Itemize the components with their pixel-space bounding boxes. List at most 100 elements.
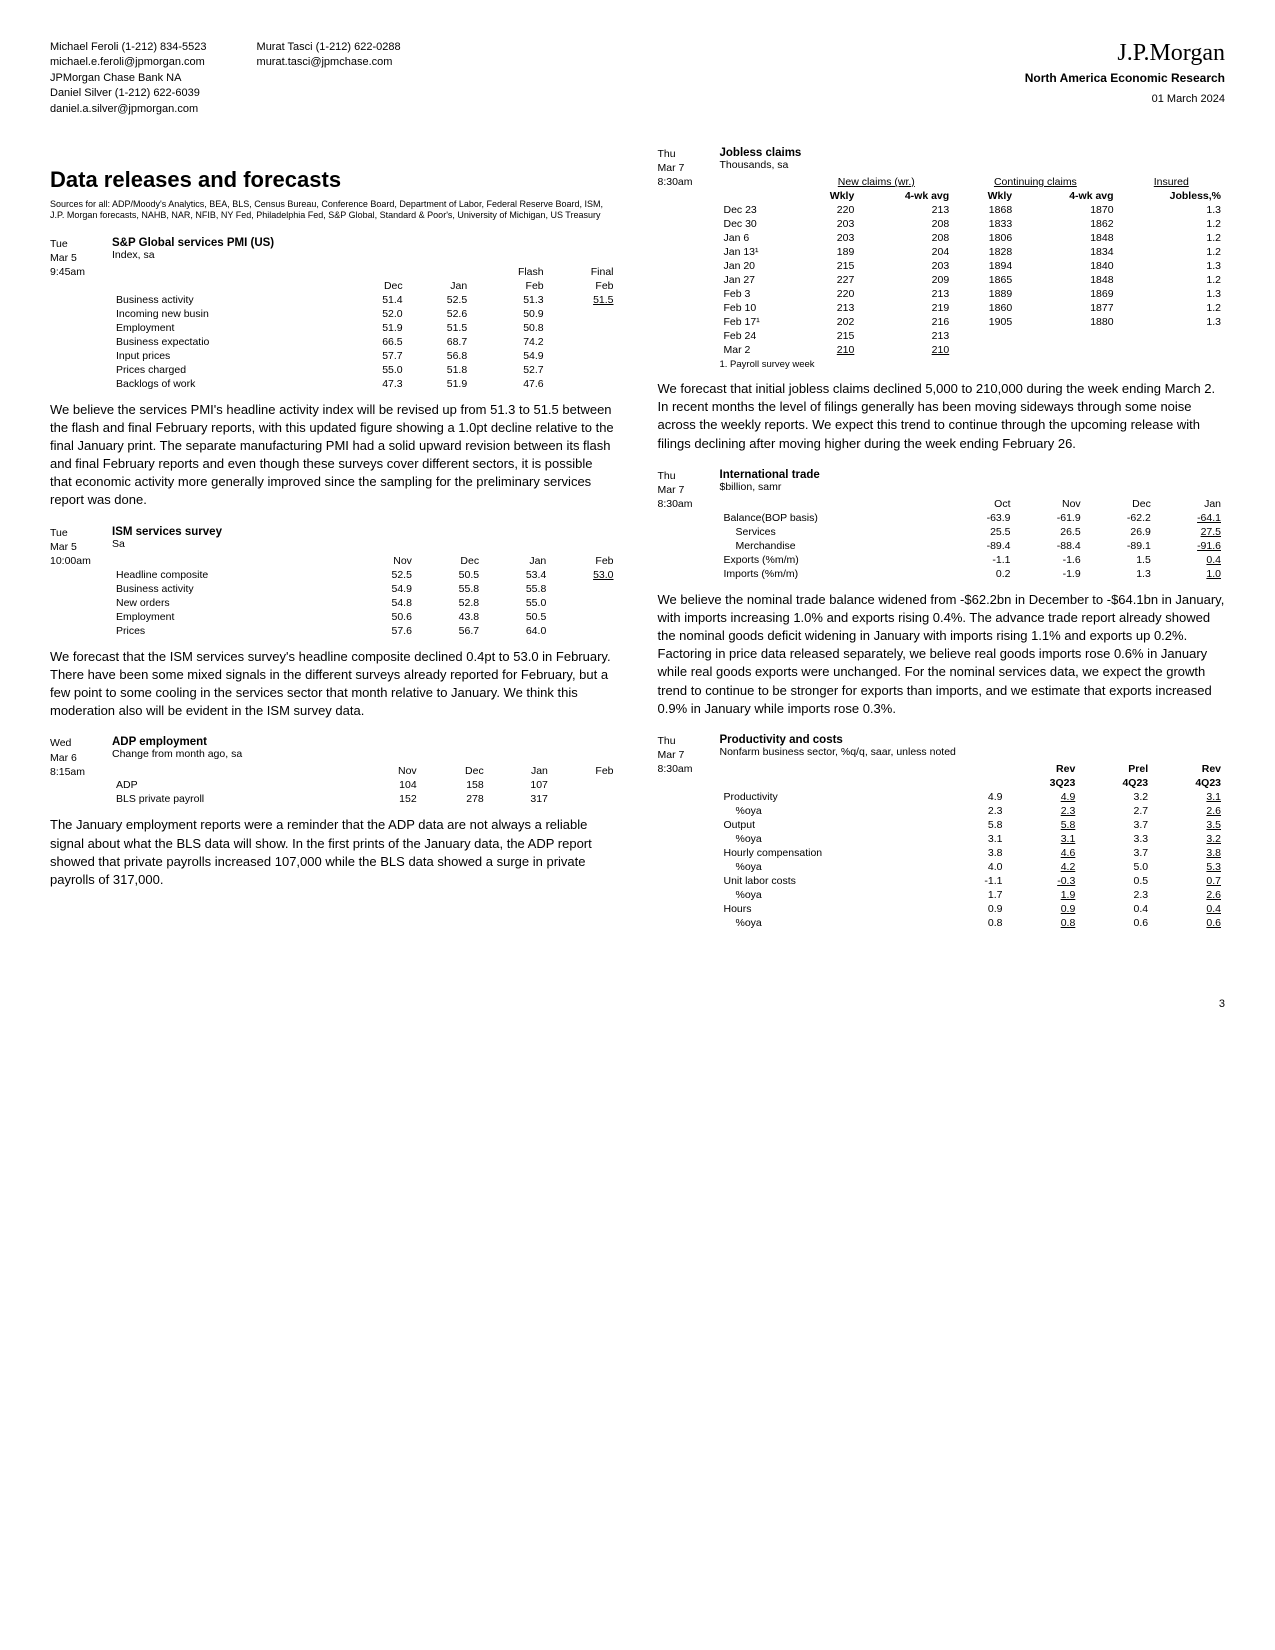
table-cell: 52.0 <box>342 307 407 321</box>
table-cell: Jan 13¹ <box>720 245 800 259</box>
table-cell: 25.5 <box>944 525 1014 539</box>
table-cell <box>548 349 618 363</box>
table-header: Jan <box>488 764 552 778</box>
table-cell: Hourly compensation <box>720 846 951 860</box>
table-cell <box>548 335 618 349</box>
release-day: Thu <box>658 147 706 161</box>
table-cell: 56.8 <box>407 349 472 363</box>
table-cell: 66.5 <box>342 335 407 349</box>
release-body: S&P Global services PMI (US) Index, sa F… <box>112 237 618 391</box>
table-cell: 0.7 <box>1152 874 1225 888</box>
release-body: Jobless claims Thousands, sa New claims … <box>720 147 1226 370</box>
table-cell: Unit labor costs <box>720 874 951 888</box>
table-cell: %oya <box>720 832 951 846</box>
table-row: Jan 20215203189418401.3 <box>720 259 1226 273</box>
table-cell: New orders <box>112 596 349 610</box>
table-cell: Balance(BOP basis) <box>720 511 945 525</box>
table-cell: Prices <box>112 624 349 638</box>
contact-block-1: Michael Feroli (1-212) 834-5523 michael.… <box>50 40 207 117</box>
table-cell: 202 <box>799 315 858 329</box>
release-time: 10:00am <box>50 554 98 568</box>
table-cell: Productivity <box>720 790 951 804</box>
trade-text: We believe the nominal trade balance wid… <box>658 591 1226 718</box>
table-cell: 1905 <box>953 315 1016 329</box>
table-cell: 210 <box>858 343 953 357</box>
ism-text: We forecast that the ISM services survey… <box>50 648 618 721</box>
table-header <box>112 265 342 279</box>
jobless-block: Thu Mar 7 8:30am Jobless claims Thousand… <box>658 147 1226 370</box>
release-meta: Tue Mar 5 10:00am <box>50 526 98 638</box>
table-cell: -1.9 <box>1015 567 1085 581</box>
table-cell: 51.9 <box>407 377 472 391</box>
release-time: 8:15am <box>50 765 98 779</box>
research-title: North America Economic Research <box>1025 71 1225 85</box>
table-cell: 3.3 <box>1079 832 1152 846</box>
header-contacts: Michael Feroli (1-212) 834-5523 michael.… <box>50 40 401 117</box>
table-cell <box>552 792 618 806</box>
table-cell: 1848 <box>1016 273 1117 287</box>
table-cell: 215 <box>799 329 858 343</box>
table-cell: 0.6 <box>1152 916 1225 930</box>
table-cell: %oya <box>720 860 951 874</box>
table-cell: -89.4 <box>944 539 1014 553</box>
table-cell: 203 <box>858 259 953 273</box>
report-date: 01 March 2024 <box>1025 93 1225 105</box>
table-cell: 51.5 <box>407 321 472 335</box>
table-cell: 3.8 <box>1152 846 1225 860</box>
table-cell: 107 <box>488 778 552 792</box>
table-cell: 213 <box>799 301 858 315</box>
table-row: ADP104158107 <box>112 778 618 792</box>
release-title: ISM services survey <box>112 526 618 538</box>
table-cell: 0.9 <box>1006 902 1079 916</box>
table-cell: Feb 3 <box>720 287 800 301</box>
table-row: Incoming new busin52.052.650.9 <box>112 307 618 321</box>
table-cell: %oya <box>720 804 951 818</box>
contact-line: Murat Tasci (1-212) 622-0288 <box>257 40 401 55</box>
table-cell: 3.1 <box>950 832 1006 846</box>
release-body: ISM services survey Sa NovDecJanFebHeadl… <box>112 526 618 638</box>
release-time: 8:30am <box>658 762 706 776</box>
release-time: 9:45am <box>50 265 98 279</box>
table-cell: Feb 10 <box>720 301 800 315</box>
table-header <box>112 554 349 568</box>
header-right: J.P.Morgan North America Economic Resear… <box>1025 40 1225 117</box>
table-cell: 215 <box>799 259 858 273</box>
table-cell: 54.8 <box>349 596 416 610</box>
table-header <box>950 776 1006 790</box>
pmi-block: Tue Mar 5 9:45am S&P Global services PMI… <box>50 237 618 391</box>
table-cell: 3.5 <box>1152 818 1225 832</box>
table-cell: 0.9 <box>950 902 1006 916</box>
table-header: Prel <box>1079 762 1152 776</box>
table-cell <box>1016 329 1117 343</box>
table-cell: 158 <box>421 778 488 792</box>
table-cell: 51.4 <box>342 293 407 307</box>
table-header: Feb <box>550 554 617 568</box>
table-cell: 278 <box>421 792 488 806</box>
table-cell: 210 <box>799 343 858 357</box>
table-cell: 1868 <box>953 203 1016 217</box>
table-cell: 4.2 <box>1006 860 1079 874</box>
table-header <box>112 279 342 293</box>
table-cell: -88.4 <box>1015 539 1085 553</box>
table-header-group: New claims (wr.) <box>799 175 953 189</box>
table-cell: Employment <box>112 321 342 335</box>
table-cell: 51.3 <box>471 293 547 307</box>
table-cell: Services <box>720 525 945 539</box>
table-row: Hours0.90.90.40.4 <box>720 902 1226 916</box>
table-cell: 1.0 <box>1155 567 1225 581</box>
table-row: Mar 2210210 <box>720 343 1226 357</box>
table-cell: Jan 27 <box>720 273 800 287</box>
table-cell: Hours <box>720 902 951 916</box>
section-title: Data releases and forecasts <box>50 167 618 193</box>
table-cell: Input prices <box>112 349 342 363</box>
release-sub: Index, sa <box>112 249 618 261</box>
table-cell: -1.1 <box>950 874 1006 888</box>
table-header: Rev <box>1152 762 1225 776</box>
table-row: Imports (%m/m)0.2-1.91.31.0 <box>720 567 1226 581</box>
table-cell: 47.3 <box>342 377 407 391</box>
table-cell: 220 <box>799 287 858 301</box>
table-header: Jobless,% <box>1118 189 1225 203</box>
right-column: Thu Mar 7 8:30am Jobless claims Thousand… <box>658 147 1226 938</box>
table-row: Jan 27227209186518481.2 <box>720 273 1226 287</box>
table-cell: 52.5 <box>407 293 472 307</box>
